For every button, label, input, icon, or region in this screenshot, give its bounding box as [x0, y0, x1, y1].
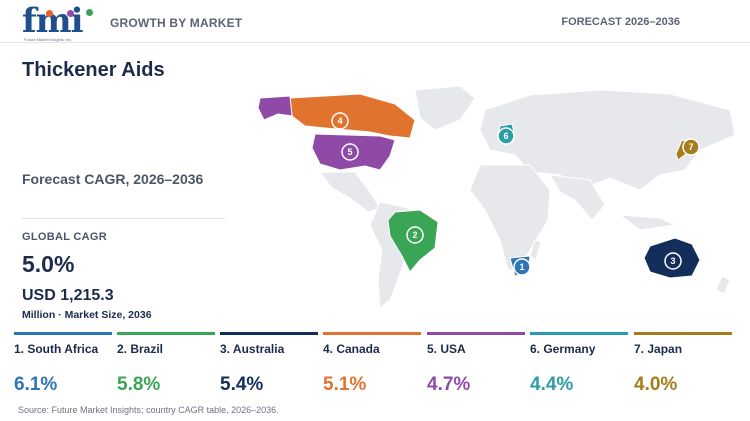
marker-7[interactable]: 7	[682, 138, 700, 156]
fmi-logo[interactable]: fmi Future Market Insights, Inc.	[22, 1, 93, 46]
global-cagr-label: GLOBAL CAGR	[22, 231, 107, 243]
card-cagr-value: 5.8%	[117, 374, 161, 395]
country-card-germany[interactable]: 6. Germany 4.4%	[530, 332, 628, 402]
source-note: Source: Future Market Insights; country …	[18, 405, 279, 415]
country-card-usa[interactable]: 5. USA 4.7%	[427, 332, 525, 402]
logo-dot-purple	[67, 10, 74, 17]
card-country-name: 5. USA	[427, 342, 466, 356]
world-map: 1 2 3 4 5 6 7	[257, 85, 736, 309]
country-card-canada[interactable]: 4. Canada 5.1%	[323, 332, 421, 402]
marker-6-label: 6	[503, 131, 508, 141]
greenland-shape	[414, 85, 476, 131]
header-section-label: GROWTH BY MARKET	[110, 16, 243, 30]
card-country-name: 4. Canada	[323, 342, 380, 356]
card-cagr-value: 6.1%	[14, 374, 58, 395]
card-accent-bar	[427, 332, 525, 335]
card-country-name: 3. Australia	[220, 342, 285, 356]
marker-5[interactable]: 5	[341, 143, 359, 161]
indonesia-shape	[618, 214, 677, 231]
market-size-note: Million · Market Size, 2036	[22, 309, 152, 321]
card-country-name: 1. South Africa	[14, 342, 99, 356]
logo-text: fmi	[22, 1, 84, 41]
country-card-brazil[interactable]: 2. Brazil 5.8%	[117, 332, 215, 402]
header-forecast-label: FORECAST 2026–2036	[561, 16, 680, 28]
mexico-shape	[319, 171, 381, 213]
country-cards: 1. South Africa 6.1% 2. Brazil 5.8% 3. A…	[0, 332, 750, 402]
card-accent-bar	[220, 332, 318, 335]
card-accent-bar	[530, 332, 628, 335]
logo-dot-green	[86, 9, 93, 16]
marker-1-label: 1	[519, 262, 524, 272]
marker-2-label: 2	[412, 230, 417, 240]
marker-2[interactable]: 2	[406, 226, 424, 244]
card-country-name: 2. Brazil	[117, 342, 164, 356]
marker-6[interactable]: 6	[497, 127, 515, 145]
marker-5-label: 5	[347, 147, 352, 157]
card-accent-bar	[634, 332, 732, 335]
page-title: Thickener Aids	[22, 59, 165, 81]
card-cagr-value: 4.7%	[427, 374, 471, 395]
forecast-cagr-label: Forecast CAGR, 2026–2036	[22, 171, 204, 187]
marker-7-label: 7	[688, 142, 693, 152]
card-cagr-value: 5.4%	[220, 374, 264, 395]
card-cagr-value: 5.1%	[323, 374, 367, 395]
summary-divider	[22, 218, 225, 219]
country-canada[interactable]	[289, 93, 416, 139]
marker-4[interactable]: 4	[331, 112, 349, 130]
page-header: fmi Future Market Insights, Inc. GROWTH …	[0, 0, 750, 43]
marker-3-label: 3	[670, 256, 675, 266]
country-card-japan[interactable]: 7. Japan 4.0%	[634, 332, 732, 402]
market-size-value: USD 1,215.3	[22, 287, 114, 304]
card-country-name: 7. Japan	[634, 342, 683, 356]
logo-subtext: Future Market Insights, Inc.	[24, 37, 73, 42]
country-alaska[interactable]	[257, 95, 293, 121]
south-asia-shape	[549, 174, 606, 221]
card-cagr-value: 4.0%	[634, 374, 678, 395]
card-cagr-value: 4.4%	[530, 374, 574, 395]
madagascar-shape	[529, 239, 542, 261]
card-accent-bar	[14, 332, 112, 335]
new-zealand-shape	[715, 275, 731, 295]
card-accent-bar	[323, 332, 421, 335]
logo-dot-orange	[46, 10, 53, 17]
card-country-name: 6. Germany	[530, 342, 596, 356]
country-card-south-africa[interactable]: 1. South Africa 6.1%	[14, 332, 112, 402]
global-cagr-value: 5.0%	[22, 251, 75, 277]
marker-1[interactable]: 1	[513, 258, 531, 276]
country-card-australia[interactable]: 3. Australia 5.4%	[220, 332, 318, 402]
marker-4-label: 4	[337, 116, 342, 126]
card-accent-bar	[117, 332, 215, 335]
marker-3[interactable]: 3	[664, 252, 682, 270]
eurasia-shape	[479, 89, 736, 191]
